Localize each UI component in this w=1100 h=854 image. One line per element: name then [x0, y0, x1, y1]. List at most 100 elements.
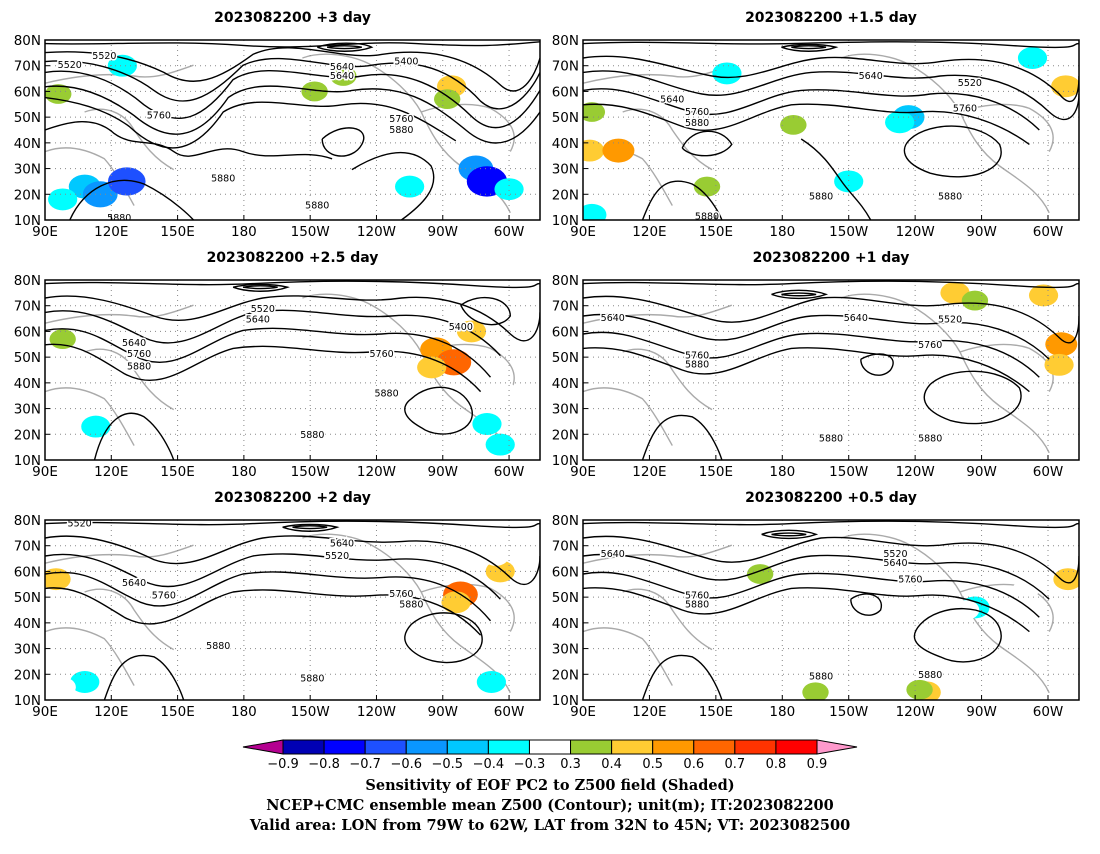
- contour-label: 5760: [389, 589, 413, 600]
- z500-contour: [242, 285, 278, 290]
- sensitivity-shading: [433, 89, 461, 110]
- panel-title: 2023082200 +2 day: [214, 490, 371, 506]
- lon-tick-label: 150W: [829, 224, 868, 240]
- lat-tick-label: 60N: [14, 564, 41, 580]
- sensitivity-shading: [472, 413, 502, 435]
- lon-tick-label: 120E: [632, 464, 666, 480]
- contour-label: 5640: [601, 313, 625, 324]
- contour-label: 5880: [300, 430, 324, 441]
- panel-title: 2023082200 +3 day: [214, 10, 371, 26]
- panel-title: 2023082200 +1 day: [753, 250, 910, 266]
- z500-contour: [103, 654, 185, 700]
- contour-label: 5520: [251, 304, 275, 315]
- colorbar-tick-label: 0.3: [560, 757, 581, 772]
- colorbar-tick-label: −0.9: [267, 757, 299, 772]
- contour-label: 5520: [883, 549, 907, 560]
- sensitivity-shading: [782, 429, 809, 450]
- z500-contour: [93, 412, 175, 460]
- lon-tick-label: 120W: [896, 224, 935, 240]
- colorbar-tick-label: −0.5: [432, 757, 464, 772]
- contour-label: 5640: [246, 315, 270, 326]
- contour-label: 5760: [685, 107, 709, 118]
- lat-tick-label: 30N: [14, 402, 41, 418]
- lat-tick-label: 70N: [552, 539, 579, 555]
- contour-label: 5760: [898, 574, 922, 585]
- lon-tick-label: 180: [769, 464, 795, 480]
- lat-tick-label: 20N: [552, 187, 579, 203]
- lon-tick-label: 120W: [357, 704, 396, 720]
- contour-label: 5520: [938, 315, 962, 326]
- z500-contour: [583, 347, 1030, 393]
- z500-contour: [45, 587, 482, 636]
- z500-contour: [860, 353, 894, 376]
- lon-tick-label: 180: [231, 224, 257, 240]
- lat-tick-label: 70N: [14, 59, 41, 75]
- lon-tick-label: 180: [231, 704, 257, 720]
- contour-label: 5640: [859, 71, 883, 82]
- contour-label: 5640: [122, 338, 146, 349]
- lon-tick-label: 60W: [1033, 224, 1064, 240]
- colorbar-tick-label: −0.7: [349, 757, 381, 772]
- z500-contour: [681, 130, 733, 157]
- z500-contour: [45, 121, 333, 160]
- z500-contour: [923, 370, 1022, 425]
- lat-tick-label: 10N: [14, 453, 41, 469]
- z500-contour: [45, 47, 540, 92]
- colorbar-swatch: [364, 739, 407, 755]
- lat-tick-label: 50N: [14, 590, 41, 606]
- sensitivity-shading: [494, 178, 524, 201]
- lon-tick-label: 150W: [829, 464, 868, 480]
- colorbar-arrow-high: [816, 739, 858, 755]
- sensitivity-shading: [885, 111, 915, 134]
- z500-contour: [317, 42, 374, 52]
- lat-tick-label: 40N: [552, 616, 579, 632]
- lon-tick-label: 150E: [699, 224, 733, 240]
- lat-tick-label: 80N: [552, 273, 579, 289]
- z500-contour: [232, 283, 290, 292]
- contour-label: 5880: [300, 673, 324, 684]
- z500-contour: [791, 45, 827, 50]
- lat-tick-label: 50N: [14, 350, 41, 366]
- contour-label: 5760: [147, 111, 171, 122]
- contour-label: 5760: [953, 103, 977, 114]
- lon-tick-label: 120W: [357, 224, 396, 240]
- contour-label: 5880: [374, 388, 398, 399]
- coastline: [45, 544, 194, 564]
- z500-contour: [326, 45, 362, 50]
- lon-tick-label: 120E: [632, 704, 666, 720]
- z500-contour: [641, 414, 723, 460]
- panel-title: 2023082200 +1.5 day: [745, 10, 917, 26]
- contour-label: 5880: [685, 360, 709, 371]
- lon-tick-label: 90W: [428, 464, 459, 480]
- sensitivity-shading: [485, 433, 515, 456]
- lat-tick-label: 30N: [552, 402, 579, 418]
- lon-tick-label: 90E: [570, 464, 596, 480]
- lon-tick-label: 90E: [32, 704, 58, 720]
- coastline: [583, 387, 673, 446]
- sensitivity-shading: [482, 546, 510, 566]
- lon-tick-label: 150E: [699, 704, 733, 720]
- colorbar-swatch: [775, 739, 818, 755]
- lat-tick-label: 60N: [552, 84, 579, 100]
- contour-label: 5760: [152, 591, 176, 602]
- lat-tick-label: 60N: [552, 564, 579, 580]
- lat-tick-label: 10N: [552, 693, 579, 709]
- lat-tick-label: 20N: [14, 427, 41, 443]
- z500-contour: [45, 571, 492, 622]
- lat-tick-label: 40N: [14, 376, 41, 392]
- contour-label: 5640: [844, 313, 868, 324]
- contour-label: 5880: [685, 600, 709, 611]
- sensitivity-shading: [107, 167, 146, 196]
- sensitivity-shading: [49, 677, 76, 698]
- z500-contour: [45, 96, 457, 149]
- colorbar-swatch: [693, 739, 736, 755]
- z500-contour: [583, 70, 1079, 121]
- colorbar-swatch: [323, 739, 366, 755]
- panel-title: 2023082200 +2.5 day: [207, 250, 379, 266]
- sensitivity-shading: [489, 380, 516, 401]
- lon-tick-label: 90E: [570, 224, 596, 240]
- sensitivity-shading: [602, 138, 635, 163]
- z500-contour: [641, 654, 723, 700]
- contour-label: 5640: [330, 71, 354, 82]
